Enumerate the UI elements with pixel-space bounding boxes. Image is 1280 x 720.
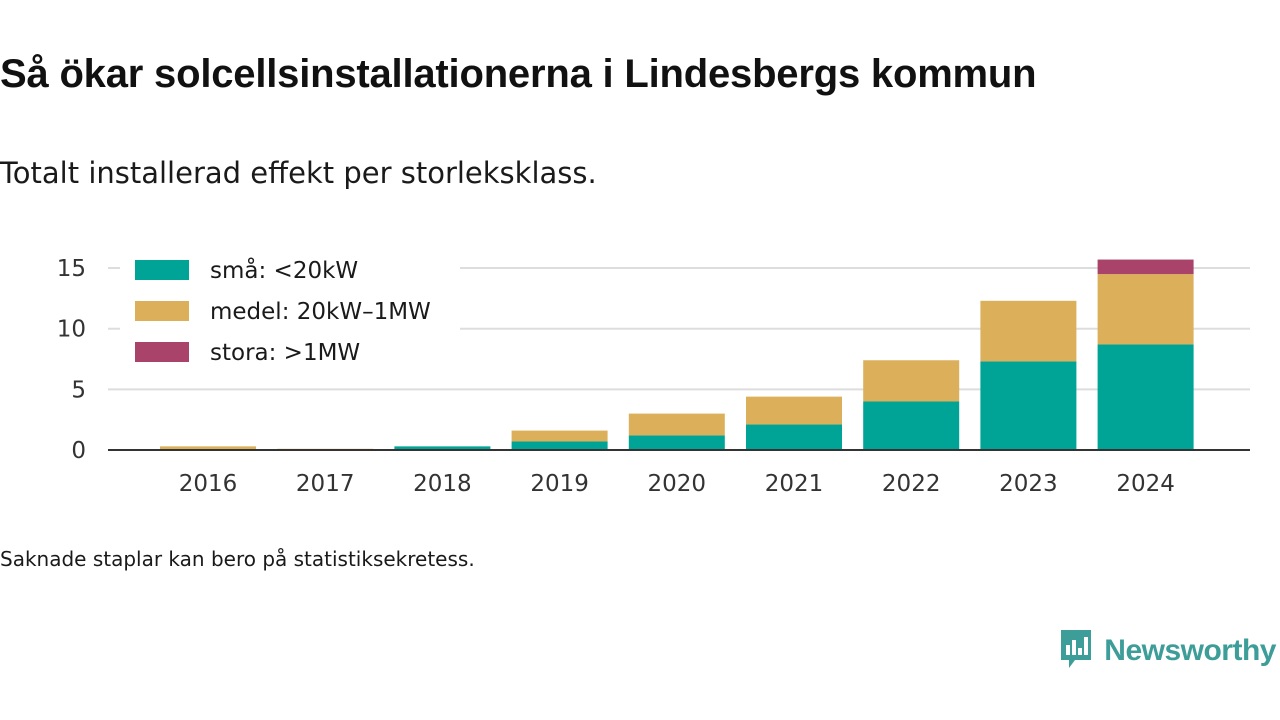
x-tick-label: 2024 — [1116, 471, 1175, 497]
x-tick-label: 2022 — [882, 471, 941, 497]
y-tick-label: 5 — [71, 377, 86, 403]
newsworthy-logo-icon — [1058, 628, 1094, 674]
bar-segment — [628, 435, 725, 450]
bar-segment — [746, 424, 842, 450]
y-tick-label: 0 — [71, 438, 86, 464]
bar-segment — [511, 430, 608, 442]
y-tick-labels: 0 5 10 15 — [57, 256, 86, 464]
bar-segment — [160, 446, 256, 450]
chart-subtitle: Totalt installerad effekt per storlekskl… — [0, 156, 597, 190]
x-tick-label: 2021 — [765, 471, 824, 497]
y-tick-label: 10 — [57, 317, 86, 343]
brand-name: Newsworthy — [1104, 634, 1276, 667]
brand-logo: Newsworthy — [1058, 628, 1276, 674]
bar-segment — [980, 300, 1077, 362]
y-tick-label: 15 — [57, 256, 86, 282]
bar-segment — [511, 441, 608, 450]
legend-label: medel: 20kW–1MW — [210, 299, 431, 325]
legend-swatch — [135, 301, 189, 321]
bar-segment — [863, 360, 960, 402]
bar-segment — [1097, 274, 1194, 345]
x-tick-label: 2016 — [179, 471, 238, 497]
bar-segment — [394, 446, 491, 450]
x-tick-label: 2020 — [648, 471, 707, 497]
bar-segment — [863, 401, 960, 450]
legend-label: små: <20kW — [210, 256, 358, 284]
chart-title: Så ökar solcellsinstallationerna i Linde… — [0, 52, 1037, 96]
x-tick-labels: 2016 2017 2018 2019 2020 2021 2022 2023 2024 — [179, 471, 1175, 497]
legend-swatch — [135, 260, 189, 280]
legend-label: stora: >1MW — [210, 340, 360, 366]
legend-swatch — [135, 342, 189, 362]
bar-segment — [1097, 344, 1194, 450]
legend: små: <20kW medel: 20kW–1MW stora: >1MW — [120, 250, 460, 380]
bar-segment — [628, 413, 725, 436]
x-tick-label: 2017 — [296, 471, 355, 497]
x-tick-label: 2018 — [413, 471, 472, 497]
x-tick-label: 2019 — [530, 471, 589, 497]
bar-segment — [980, 361, 1077, 450]
footnote: Saknade staplar kan bero på statistiksek… — [0, 547, 475, 571]
x-tick-label: 2023 — [999, 471, 1058, 497]
bars — [160, 259, 1194, 450]
bar-segment — [746, 396, 842, 425]
bar-segment — [1097, 259, 1194, 275]
